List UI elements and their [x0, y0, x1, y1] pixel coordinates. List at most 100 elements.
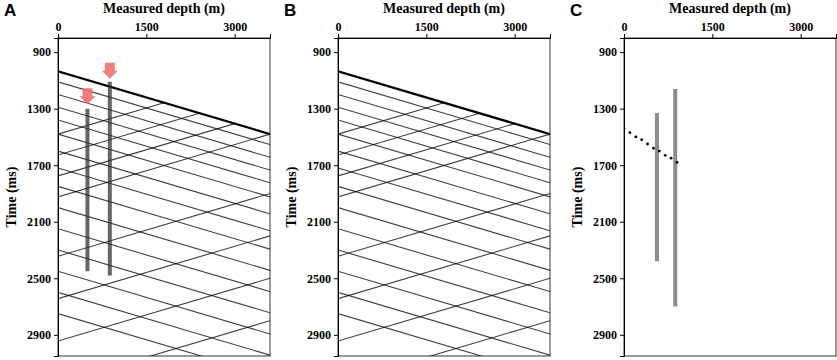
y-tick-mark: [620, 278, 624, 279]
y-tick: 1300: [27, 102, 58, 116]
wave-event: [58, 120, 270, 183]
x-tick-mark: [426, 34, 427, 38]
x-tick-mark: [712, 34, 713, 38]
y-tick: 900: [313, 45, 338, 59]
x-axis-line: [625, 34, 837, 39]
x-tick: 3000: [223, 20, 247, 38]
wave-event: [58, 168, 270, 231]
wave-event: [58, 134, 270, 197]
y-tick-mark: [54, 165, 58, 166]
pick-point: [628, 131, 631, 134]
y-axis-title: Time (ms): [4, 166, 20, 227]
pick-point: [670, 157, 673, 160]
x-axis-title: Measured depth (m): [383, 1, 505, 17]
wave-event: [58, 278, 270, 341]
y-tick: 2900: [593, 328, 624, 342]
y-tick: 900: [33, 45, 58, 59]
y-tick-label: 2900: [27, 328, 51, 342]
plot-frame: [58, 38, 270, 356]
x-tick-mark: [515, 34, 516, 38]
first-arrival: [58, 71, 270, 134]
wave-event: [58, 82, 270, 145]
y-tick: 2100: [27, 215, 58, 229]
y-tick-label: 2100: [307, 215, 331, 229]
y-tick-label: 2900: [593, 328, 617, 342]
x-axis-title: Measured depth (m): [103, 1, 225, 17]
x-axis: 015003000: [56, 20, 271, 39]
y-tick: 2500: [307, 272, 338, 286]
x-tick-label: 0: [56, 20, 62, 34]
y-tick-label: 1700: [593, 159, 617, 173]
y-tick-label: 900: [599, 45, 617, 59]
plot-frame: [338, 38, 550, 356]
y-axis: 90013001700210025002900: [307, 39, 339, 357]
y-tick-label: 2100: [593, 215, 617, 229]
panel-label: C: [570, 1, 582, 20]
y-tick: 2100: [593, 215, 624, 229]
x-tick-mark: [146, 34, 147, 38]
wave-event: [338, 82, 550, 145]
wave-event: [58, 236, 270, 299]
x-tick: 3000: [503, 20, 527, 38]
wave-event: [58, 250, 270, 313]
wave-event: [338, 120, 550, 183]
y-tick: 2100: [307, 215, 338, 229]
y-tick-label: 1300: [593, 102, 617, 116]
x-tick-mark: [338, 34, 339, 38]
y-tick: 900: [599, 45, 624, 59]
wave-event: [58, 124, 235, 176]
x-tick: 0: [336, 20, 342, 38]
y-tick: 2500: [27, 272, 58, 286]
wave-event: [58, 113, 199, 155]
y-tick-mark: [334, 335, 338, 336]
y-axis-title: Time (ms): [570, 166, 586, 227]
y-tick-mark: [334, 222, 338, 223]
y-tick-label: 1700: [27, 159, 51, 173]
x-axis-line: [339, 34, 551, 39]
y-tick-mark: [54, 335, 58, 336]
y-tick-label: 900: [33, 45, 51, 59]
y-tick-label: 2500: [593, 272, 617, 286]
x-tick-label: 1500: [415, 20, 439, 34]
wave-event: [338, 95, 550, 158]
y-tick-label: 1300: [27, 102, 51, 116]
wave-event: [58, 321, 270, 356]
wave-event: [338, 271, 550, 334]
wave-event: [58, 229, 270, 292]
y-tick: 2900: [307, 328, 338, 342]
panel-label: B: [284, 1, 296, 20]
y-axis: 900 1300 1700 2100 2500 2900: [27, 39, 59, 357]
pick-point: [652, 147, 655, 150]
wave-event: [58, 193, 270, 256]
x-tick-mark: [801, 34, 802, 38]
y-tick: 2900: [27, 328, 58, 342]
x-tick-label: 3000: [223, 20, 247, 34]
y-tick-mark: [620, 165, 624, 166]
x-tick: 3000: [789, 20, 813, 38]
x-tick-mark: [235, 34, 236, 38]
wave-event: [338, 236, 550, 299]
x-tick: 0: [56, 20, 62, 38]
wave-event: [338, 124, 515, 176]
wave-event: [58, 95, 270, 158]
y-tick-mark: [54, 52, 58, 53]
y-tick-mark: [620, 335, 624, 336]
y-axis-title: Time (ms): [284, 166, 300, 227]
wave-event: [338, 151, 550, 214]
plot-area: [58, 63, 270, 356]
wave-event: [338, 229, 550, 292]
y-axis-line: [620, 39, 625, 357]
x-axis: 0 1500 3000: [622, 20, 837, 39]
x-tick-label: 0: [622, 20, 628, 34]
pick-point: [634, 136, 637, 139]
y-tick: 1300: [307, 102, 338, 116]
wave-event: [338, 193, 550, 256]
x-tick: 1500: [415, 20, 439, 38]
x-axis: 0 1500 3000: [336, 20, 551, 39]
y-tick-mark: [334, 165, 338, 166]
x-tick: 1500: [701, 20, 725, 38]
x-axis-title: Measured depth (m): [669, 1, 791, 17]
plot-area: [624, 89, 678, 307]
pick-point: [676, 161, 679, 164]
y-tick-label: 2500: [27, 272, 51, 286]
